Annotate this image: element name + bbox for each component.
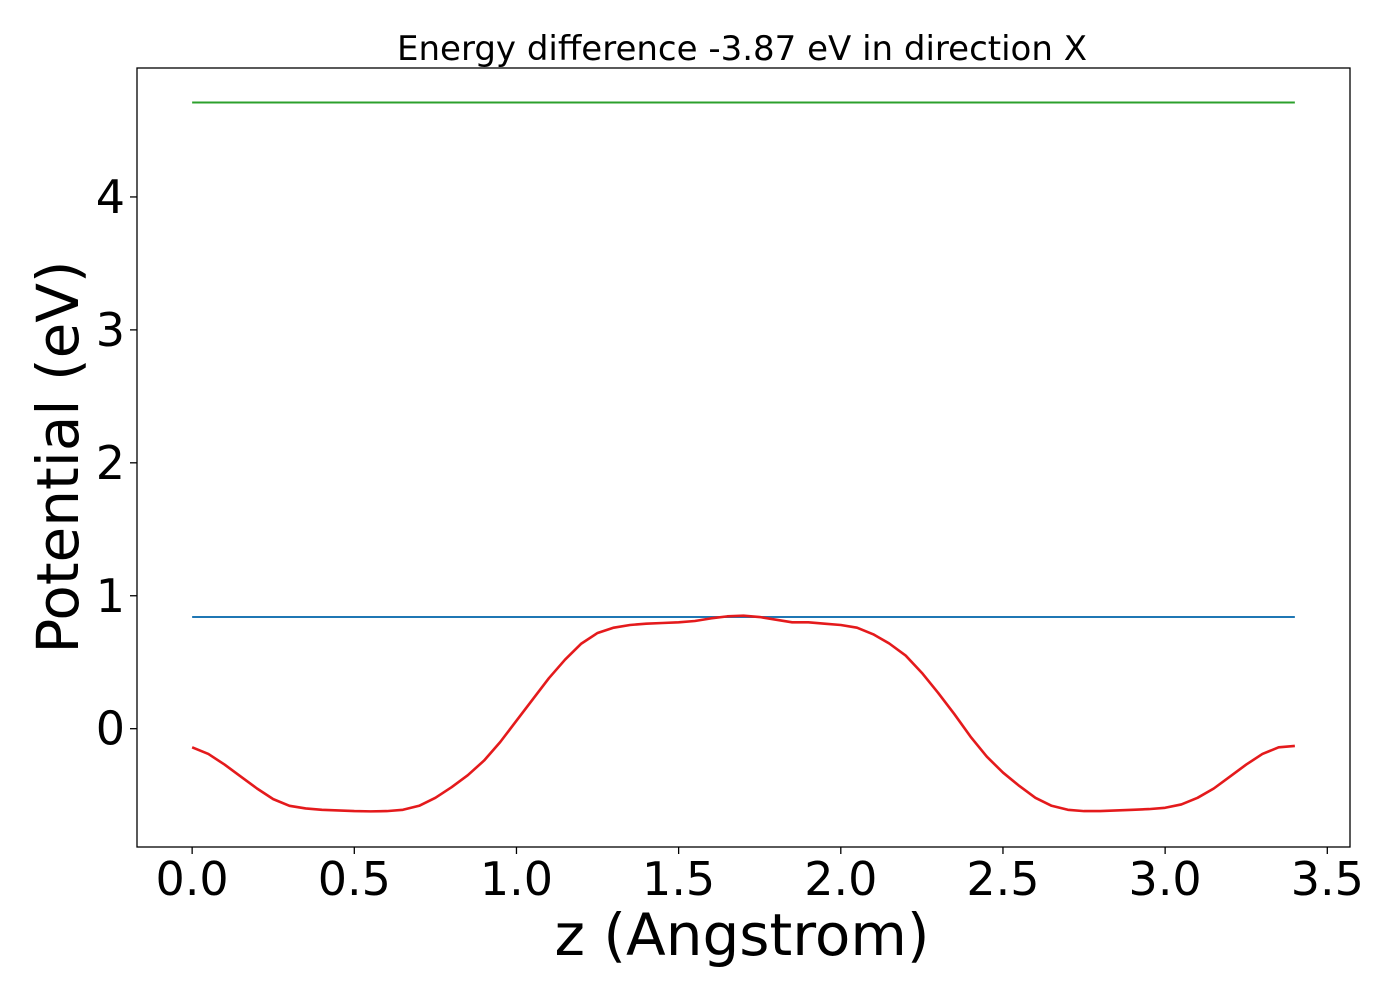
y-tick-label: 2 <box>96 436 125 490</box>
y-tick-label: 1 <box>96 569 125 623</box>
x-tick-label: 0.5 <box>318 852 391 906</box>
x-axis-label: z (Angstrom) <box>555 901 930 969</box>
series-layer <box>191 101 1295 813</box>
x-tick-label: 2.5 <box>966 852 1039 906</box>
y-axis-label: Potential (eV) <box>24 260 92 653</box>
chart-title: Energy difference -3.87 eV in direction … <box>397 29 1087 69</box>
x-axis-ticks: 0.0 0.5 1.0 1.5 2.0 2.5 3.0 3.5 <box>156 847 1364 906</box>
y-tick-label: 0 <box>96 702 125 756</box>
y-tick-label: 4 <box>96 170 125 224</box>
x-tick-label: 2.0 <box>804 852 877 906</box>
y-axis-ticks: 0 1 2 3 4 <box>96 170 137 756</box>
x-tick-label: 1.0 <box>480 852 553 906</box>
plot-frame <box>136 67 1351 848</box>
x-tick-label: 3.5 <box>1291 852 1364 906</box>
x-tick-label: 1.5 <box>642 852 715 906</box>
x-tick-label: 3.0 <box>1129 852 1202 906</box>
series-line-3 <box>191 614 1295 813</box>
x-tick-label: 0.0 <box>156 852 229 906</box>
y-tick-label: 3 <box>96 303 125 357</box>
